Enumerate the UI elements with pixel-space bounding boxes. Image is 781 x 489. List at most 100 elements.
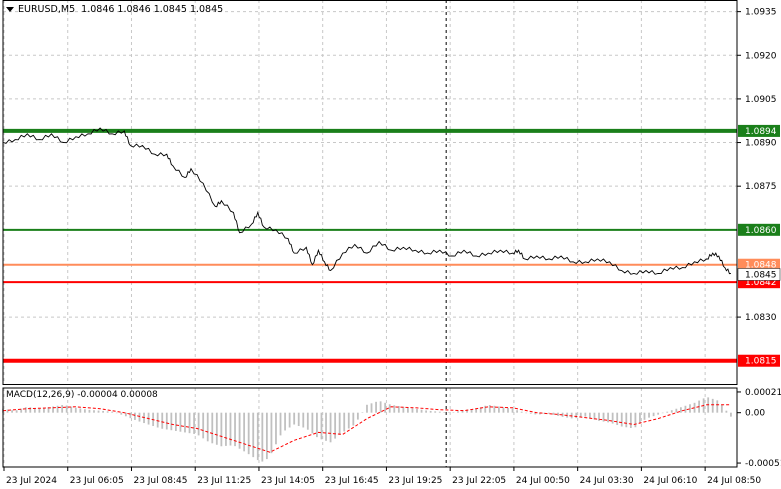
macd-histogram-bar: [293, 412, 296, 425]
macd-histogram-bar: [443, 412, 446, 413]
macd-histogram-bar: [316, 412, 318, 438]
macd-histogram-bar: [343, 412, 346, 432]
macd-histogram-bar: [602, 412, 605, 422]
price-series: [2, 127, 731, 275]
macd-histogram-bar: [598, 412, 600, 421]
macd-histogram-bar: [15, 410, 18, 413]
macd-histogram-bar: [402, 406, 405, 413]
macd-histogram-bar: [11, 410, 13, 413]
time-tick-label: 24 Jul 08:50: [707, 476, 761, 486]
macd-histogram-bar: [320, 412, 323, 440]
macd-histogram-bar: [666, 411, 669, 413]
macd-histogram-bar: [206, 412, 209, 442]
macd-histogram-bar: [711, 398, 714, 413]
level-badge-1.0815: [738, 354, 780, 367]
macd-histogram-bar: [202, 412, 205, 439]
symbol-timeframe: EURUSD,M5: [18, 4, 76, 15]
macd-histogram-bar: [652, 412, 655, 417]
macd-histogram-bar: [288, 412, 291, 428]
ohlc-values: 1.0846 1.0846 1.0845 1.0845: [81, 4, 224, 15]
macd-histogram-bar: [229, 412, 232, 446]
macd-histogram-bar: [193, 412, 195, 434]
macd-histogram-bar: [675, 408, 678, 413]
macd-histogram-bar: [507, 407, 509, 413]
macd-histogram-bar: [384, 402, 387, 413]
macd-histogram-bar: [83, 409, 86, 413]
macd-histogram-bar: [616, 412, 619, 426]
macd-histogram-bar: [488, 405, 491, 413]
macd-histogram-bar: [234, 412, 236, 447]
macd-histogram-bar: [425, 410, 428, 413]
macd-histogram-bar: [561, 412, 564, 417]
price-axis[interactable]: 1.0935 1.0920 1.0905 1.0890 1.0875 1.0830 1.08…: [737, 8, 781, 367]
macd-histogram-bar: [188, 412, 191, 434]
macd-histogram-bar: [238, 412, 241, 449]
time-tick-label: 24 Jul 03:30: [580, 476, 634, 486]
macd-histogram-bar: [179, 412, 182, 432]
macd-histogram-bar: [88, 409, 91, 413]
macd-histogram-bar: [679, 407, 682, 413]
macd-histogram-bar: [124, 412, 127, 417]
macd-histogram-bar: [693, 402, 696, 413]
macd-histogram-bar: [611, 412, 614, 424]
level-badge-label: 1.0842: [745, 278, 777, 288]
time-tick-label: 23 Jul 08:45: [133, 476, 187, 486]
time-tick-label: 23 Jul 16:45: [325, 476, 379, 486]
macd-histogram-bar: [457, 411, 459, 413]
price-line: [2, 127, 731, 275]
main-panel-frame: [2, 0, 738, 385]
time-axis[interactable]: 23 Jul 2024 23 Jul 06:05 23 Jul 08:45 23 Ju…: [3, 467, 761, 486]
macd-histogram-bar: [416, 408, 418, 413]
macd-label: MACD(12,26,9): [6, 390, 75, 400]
macd-histogram-bar: [502, 407, 505, 413]
macd-tick-label: -0.00051: [745, 459, 781, 469]
macd-histogram-bar: [716, 400, 719, 413]
macd-histogram-bar: [538, 412, 541, 415]
level-badge-label: 1.0848: [745, 261, 777, 271]
macd-signal-line: [2, 404, 731, 453]
level-badge-1.0848: [738, 258, 780, 271]
macd-histogram-bar: [302, 412, 305, 428]
macd-histogram-bar: [634, 412, 637, 428]
macd-histogram-bar: [247, 412, 250, 455]
macd-histogram-bar: [388, 404, 391, 413]
macd-histogram-bar: [657, 412, 660, 415]
macd-histogram-bar: [461, 410, 464, 413]
macd-histogram-bar: [284, 412, 286, 431]
macd-histogram-bar: [366, 404, 368, 413]
macd-histogram-bar: [520, 411, 523, 413]
macd-histogram-bar: [184, 412, 186, 433]
price-tick-label: 1.0920: [745, 51, 777, 61]
macd-axis[interactable]: 0.00021 0.00 -0.00051: [737, 388, 781, 469]
macd-histogram-bar: [97, 410, 100, 413]
macd-histogram-bar: [484, 405, 487, 413]
macd-header: MACD(12,26,9) -0.00004 0.00008: [6, 390, 158, 400]
dropdown-triangle-icon[interactable]: [6, 7, 14, 12]
current-price-badge: [737, 268, 781, 281]
macd-histogram-bar: [347, 412, 350, 429]
macd-histogram-bar: [215, 412, 218, 445]
macd-histogram-bar: [24, 407, 27, 413]
macd-histogram-bar: [579, 412, 582, 418]
macd-histogram-bar: [225, 412, 227, 446]
macd-histogram-bar: [361, 412, 364, 413]
macd-histogram-bar: [356, 412, 359, 420]
macd-histogram-bar: [393, 405, 396, 413]
macd-histogram-bar: [648, 412, 650, 418]
macd-histogram-bar: [375, 401, 377, 413]
macd-histogram-bar: [79, 408, 82, 413]
macd-histogram-bar: [129, 412, 132, 419]
macd-histogram-bar: [47, 407, 50, 413]
macd-histogram-bar: [370, 403, 373, 413]
macd-histogram-bar: [466, 409, 468, 413]
chart-header: EURUSD,M5 1.0846 1.0846 1.0845 1.0845: [6, 4, 223, 15]
macd-histogram-bar: [102, 410, 104, 413]
macd-histogram-bar: [725, 410, 728, 413]
macd-tick-label: 0.00021: [745, 388, 781, 398]
macd-histogram-bar: [670, 410, 673, 413]
macd-values: -0.00004 0.00008: [77, 390, 158, 400]
macd-histogram-bar: [661, 412, 664, 414]
time-tick-label: 23 Jul 19:25: [388, 476, 442, 486]
macd-grid: [3, 388, 706, 467]
